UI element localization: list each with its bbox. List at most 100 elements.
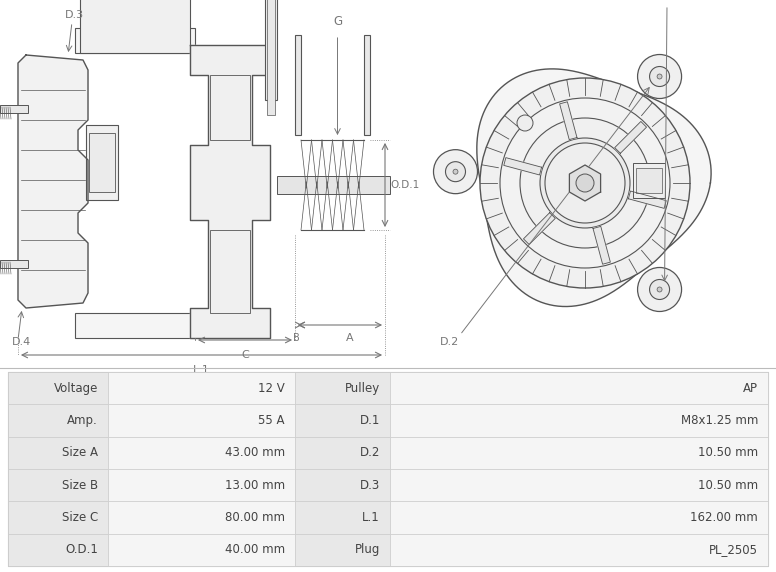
Text: 12 V: 12 V bbox=[258, 382, 285, 395]
Bar bbox=[295, 469, 390, 501]
Bar bbox=[295, 501, 390, 534]
Bar bbox=[390, 404, 768, 436]
Text: B: B bbox=[293, 333, 300, 343]
Circle shape bbox=[453, 169, 458, 174]
Circle shape bbox=[545, 143, 625, 223]
Bar bbox=[86, 125, 118, 200]
Bar bbox=[8, 404, 108, 436]
Text: D.3: D.3 bbox=[65, 10, 84, 20]
Text: D.2: D.2 bbox=[359, 446, 380, 459]
Bar bbox=[295, 436, 390, 469]
Text: PL_2505: PL_2505 bbox=[709, 543, 758, 557]
Text: 55 A: 55 A bbox=[258, 414, 285, 427]
Text: D.3: D.3 bbox=[360, 479, 380, 492]
Text: L.1: L.1 bbox=[193, 365, 210, 375]
Polygon shape bbox=[524, 213, 556, 244]
Circle shape bbox=[540, 138, 630, 228]
Circle shape bbox=[576, 174, 594, 192]
Text: 10.50 mm: 10.50 mm bbox=[698, 479, 758, 492]
Circle shape bbox=[638, 54, 681, 98]
Text: D.4: D.4 bbox=[12, 337, 31, 347]
Bar bbox=[295, 372, 390, 404]
Text: D.1: D.1 bbox=[359, 414, 380, 427]
Polygon shape bbox=[476, 69, 711, 307]
Bar bbox=[364, 35, 370, 135]
Text: 40.00 mm: 40.00 mm bbox=[225, 543, 285, 557]
Circle shape bbox=[517, 115, 533, 131]
Bar bbox=[75, 313, 195, 338]
Text: 10.50 mm: 10.50 mm bbox=[698, 446, 758, 459]
Bar bbox=[108, 501, 295, 534]
Circle shape bbox=[650, 280, 670, 300]
Text: AP: AP bbox=[743, 382, 758, 395]
Bar bbox=[8, 469, 108, 501]
Bar bbox=[8, 372, 108, 404]
Text: Pulley: Pulley bbox=[345, 382, 380, 395]
Bar bbox=[390, 469, 768, 501]
Bar bbox=[267, 0, 275, 115]
Bar bbox=[390, 372, 768, 404]
Circle shape bbox=[650, 66, 670, 86]
Text: L.1: L.1 bbox=[362, 511, 380, 524]
Polygon shape bbox=[615, 121, 646, 153]
Bar bbox=[108, 534, 295, 566]
Bar bbox=[8, 501, 108, 534]
Text: Size B: Size B bbox=[62, 479, 98, 492]
Polygon shape bbox=[629, 191, 667, 208]
Bar bbox=[0, 260, 28, 268]
Bar bbox=[277, 176, 390, 194]
Bar bbox=[108, 469, 295, 501]
Circle shape bbox=[500, 98, 670, 268]
Circle shape bbox=[480, 78, 690, 288]
Circle shape bbox=[520, 118, 650, 248]
Bar bbox=[8, 436, 108, 469]
Bar bbox=[265, 0, 277, 100]
Bar bbox=[108, 436, 295, 469]
Bar bbox=[295, 404, 390, 436]
Polygon shape bbox=[504, 158, 542, 175]
Polygon shape bbox=[559, 102, 577, 140]
Circle shape bbox=[657, 287, 662, 292]
Text: Size C: Size C bbox=[62, 511, 98, 524]
Text: D.2: D.2 bbox=[440, 337, 459, 347]
Polygon shape bbox=[18, 55, 88, 308]
Circle shape bbox=[434, 150, 477, 194]
Text: 13.00 mm: 13.00 mm bbox=[225, 479, 285, 492]
Text: A: A bbox=[346, 333, 354, 343]
Bar bbox=[295, 534, 390, 566]
Bar bbox=[636, 168, 662, 193]
Bar bbox=[108, 404, 295, 436]
Circle shape bbox=[638, 268, 681, 312]
Text: O.D.1: O.D.1 bbox=[390, 180, 419, 190]
Bar bbox=[210, 230, 250, 313]
Bar bbox=[210, 75, 250, 140]
Text: 43.00 mm: 43.00 mm bbox=[225, 446, 285, 459]
Bar bbox=[8, 372, 768, 566]
Circle shape bbox=[657, 74, 662, 79]
Bar bbox=[633, 163, 665, 198]
Bar bbox=[75, 28, 195, 53]
Text: Plug: Plug bbox=[355, 543, 380, 557]
Text: Size A: Size A bbox=[62, 446, 98, 459]
Text: Voltage: Voltage bbox=[54, 382, 98, 395]
Bar bbox=[80, 0, 190, 53]
Bar bbox=[295, 35, 301, 135]
Text: C: C bbox=[241, 350, 249, 360]
Text: G: G bbox=[333, 15, 342, 28]
Text: M8x1.25 mm: M8x1.25 mm bbox=[681, 414, 758, 427]
Bar bbox=[108, 372, 295, 404]
Bar bbox=[390, 436, 768, 469]
Bar bbox=[0, 105, 28, 113]
Bar bbox=[390, 534, 768, 566]
Text: Amp.: Amp. bbox=[68, 414, 98, 427]
Bar bbox=[390, 501, 768, 534]
Polygon shape bbox=[570, 165, 601, 201]
Polygon shape bbox=[190, 45, 270, 338]
Text: O.D.1: O.D.1 bbox=[65, 543, 98, 557]
Text: 80.00 mm: 80.00 mm bbox=[225, 511, 285, 524]
Text: 162.00 mm: 162.00 mm bbox=[690, 511, 758, 524]
Bar bbox=[89, 133, 115, 192]
Polygon shape bbox=[593, 227, 611, 264]
Circle shape bbox=[445, 162, 466, 182]
Bar bbox=[8, 534, 108, 566]
